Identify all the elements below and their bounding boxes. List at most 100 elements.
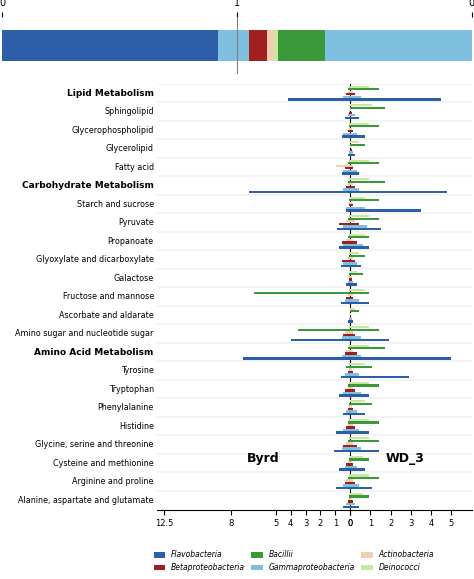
Bar — [350, 468, 365, 471]
Bar — [348, 371, 350, 373]
Bar — [342, 448, 350, 450]
Bar — [350, 223, 359, 225]
Bar — [348, 294, 350, 296]
Bar — [350, 326, 369, 328]
Bar — [350, 228, 381, 230]
Bar — [344, 96, 350, 98]
Bar — [349, 318, 350, 320]
Bar — [345, 117, 350, 119]
Bar — [349, 419, 350, 421]
Text: Fructose and mannose: Fructose and mannose — [63, 292, 154, 301]
Bar — [350, 477, 379, 479]
Bar — [350, 107, 384, 109]
Bar — [350, 273, 364, 276]
Bar — [348, 477, 350, 479]
Bar — [350, 429, 359, 431]
Bar — [349, 252, 350, 254]
Bar — [344, 334, 350, 336]
Bar — [350, 302, 369, 304]
Bar — [337, 228, 350, 230]
Bar — [348, 257, 350, 259]
Bar — [349, 368, 350, 371]
Bar — [350, 210, 421, 211]
Bar — [348, 320, 350, 323]
Bar — [346, 220, 350, 222]
Bar — [254, 292, 350, 294]
Bar — [266, 30, 273, 61]
Bar — [348, 114, 350, 116]
Bar — [348, 440, 350, 442]
Text: Phenylalanine: Phenylalanine — [98, 403, 154, 412]
Bar — [291, 339, 350, 341]
Bar — [350, 461, 352, 463]
Bar — [350, 485, 359, 487]
Bar — [350, 479, 353, 482]
Bar — [346, 411, 350, 413]
Bar — [350, 160, 369, 162]
Text: Tryptophan: Tryptophan — [109, 384, 154, 394]
Bar — [350, 262, 357, 265]
Bar — [350, 88, 379, 90]
Bar — [344, 413, 350, 415]
Bar — [350, 350, 353, 352]
Bar — [340, 265, 350, 267]
Bar — [350, 270, 357, 273]
Bar — [350, 392, 361, 394]
Bar — [349, 112, 350, 114]
Bar — [350, 363, 365, 365]
Bar — [346, 503, 350, 505]
Bar — [342, 260, 350, 262]
Bar — [350, 442, 353, 445]
Bar — [249, 191, 350, 193]
Bar — [344, 505, 350, 508]
Bar — [348, 154, 350, 156]
Bar — [298, 329, 350, 331]
Bar — [350, 440, 379, 442]
Bar — [350, 183, 353, 185]
Bar — [350, 215, 369, 217]
Bar — [349, 363, 350, 365]
Bar — [350, 218, 379, 220]
Bar — [350, 135, 365, 138]
Bar — [339, 468, 350, 471]
Bar — [349, 234, 350, 236]
Bar — [249, 30, 266, 61]
Text: Amino Acid Metabolism: Amino Acid Metabolism — [35, 347, 154, 357]
Bar — [350, 376, 409, 378]
Text: Fatty acid: Fatty acid — [115, 163, 154, 171]
Bar — [345, 389, 350, 391]
Bar — [345, 331, 350, 334]
Bar — [350, 289, 365, 291]
Bar — [350, 199, 379, 201]
Bar — [348, 326, 350, 328]
Bar — [344, 188, 350, 190]
Bar — [342, 173, 350, 174]
Bar — [350, 239, 353, 241]
Bar — [350, 133, 357, 135]
Bar — [348, 408, 350, 410]
Bar — [350, 456, 364, 458]
Bar — [346, 283, 350, 285]
Bar — [350, 371, 353, 373]
Bar — [350, 320, 353, 323]
Bar — [346, 297, 350, 299]
Bar — [350, 201, 352, 204]
Bar — [350, 281, 353, 283]
Bar — [345, 299, 350, 302]
Bar — [350, 170, 357, 172]
Bar — [348, 91, 350, 93]
Bar — [346, 426, 350, 428]
Bar — [349, 345, 350, 347]
Bar — [350, 141, 359, 144]
Bar — [350, 276, 352, 278]
Bar — [349, 498, 350, 500]
Bar — [350, 339, 389, 341]
Bar — [349, 160, 350, 162]
Bar — [349, 405, 350, 408]
Bar — [350, 283, 357, 285]
Bar — [348, 218, 350, 220]
Text: Arginine and proline: Arginine and proline — [73, 477, 154, 486]
Bar — [350, 448, 361, 450]
Bar — [345, 373, 350, 376]
Bar — [350, 450, 379, 452]
